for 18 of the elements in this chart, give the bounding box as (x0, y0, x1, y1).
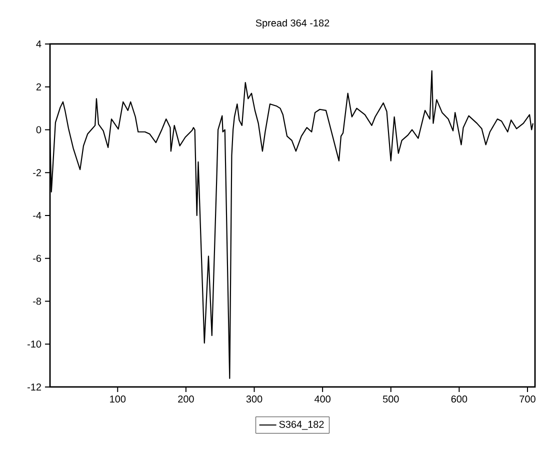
y-tick-label: -4 (33, 212, 42, 219)
x-tick-label: 600 (451, 396, 468, 403)
x-tick-label: 400 (314, 396, 330, 403)
y-tick-label: -6 (33, 254, 42, 262)
y-tick-label: 2 (36, 83, 41, 90)
chart-title: Spread 364 -182 (256, 19, 330, 28)
y-tick-label: -12 (28, 384, 41, 390)
x-tick-label: 700 (520, 396, 536, 403)
legend-label: S364_182 (279, 420, 324, 430)
y-tick-label: -2 (33, 169, 41, 176)
y-tick-label: 0 (36, 126, 42, 134)
y-tick-label: 4 (36, 40, 42, 48)
x-tick-label: 300 (246, 396, 262, 403)
x-tick-label: 100 (110, 396, 126, 403)
x-tick-label: 500 (382, 396, 399, 403)
y-tick-label: -10 (28, 340, 42, 348)
y-tick-label: -8 (33, 298, 42, 305)
x-tick-label: 200 (178, 396, 194, 403)
